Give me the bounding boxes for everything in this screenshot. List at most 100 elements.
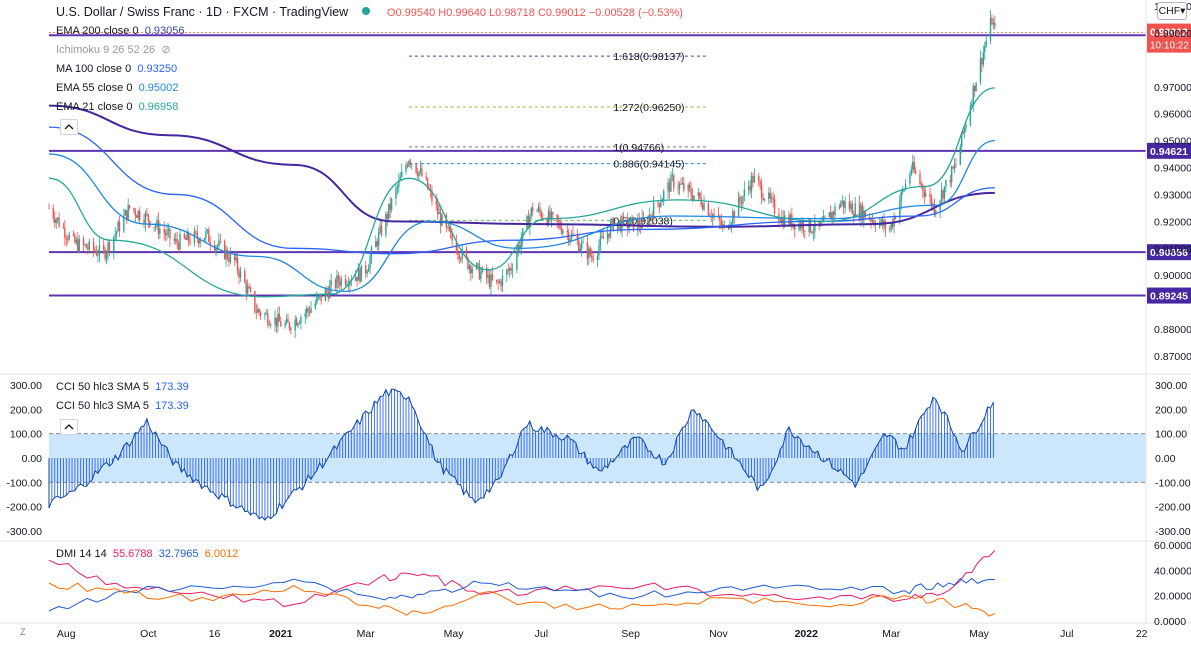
legend-ema55[interactable]: EMA 55 close 0 0.95002 [56,82,179,94]
legend-dmi[interactable]: DMI 14 14 55.6788 32.7965 6.0012 [56,548,239,560]
collapse-cci-legend-button[interactable] [60,419,78,435]
candle-body [781,216,783,223]
last-price-label: 0.99012 [1150,27,1188,39]
dmi-tick-label: 60.0000 [1154,540,1191,552]
candle-body [133,208,135,211]
candle-body [722,224,724,227]
candle-body [267,313,269,325]
candle-body [628,225,630,229]
candle-body [963,127,966,134]
candle-body [64,227,66,238]
dmi-series [48,550,996,617]
legend-ichimoku[interactable]: Ichimoku 9 26 52 26 ⊘ [56,44,171,56]
candle-body [136,215,138,218]
dmi-tick-label: 0.0000 [1154,616,1186,628]
candle-body [290,328,292,331]
candle-body [952,166,954,169]
candle-body [244,270,246,283]
candle-body [310,308,312,313]
candle-body [521,228,524,241]
price-tick-label: 0.91000 [1154,243,1191,255]
chart-title: U.S. Dollar / Swiss Franc · 1D · FXCM · … [56,5,349,19]
legend-ma100[interactable]: MA 100 close 0 0.93250 [56,63,178,75]
candle-body [236,257,239,271]
legend-cci-2[interactable]: CCI 50 hlc3 SMA 5 173.39 [56,400,189,412]
candle-body [185,237,187,240]
candle-body [500,281,502,287]
candle-body [794,223,796,230]
candle-body [842,200,845,208]
candle-body [930,197,933,207]
chevron-up-icon [64,424,74,430]
candle-body [763,198,766,200]
candle-body [812,231,815,234]
candle-body [334,280,337,288]
cci-tick-label-left: 300.00 [10,380,42,392]
candle-body [114,234,116,237]
candle-body [759,181,761,185]
candle-body [720,221,723,227]
candle-body [629,218,632,226]
legend-cci-1[interactable]: CCI 50 hlc3 SMA 5 173.39 [56,381,189,393]
candle-body [366,271,368,274]
candle-body [377,232,380,247]
candle-body [770,197,773,199]
candle-body [228,258,230,262]
candle-body [871,220,874,222]
cci-legend: CCI 50 hlc3 SMA 5 173.39 CCI 50 hlc3 SMA… [56,378,189,416]
candle-body [396,186,399,189]
currency-selector[interactable]: CHF▾ [1157,2,1187,20]
candle-body [82,238,85,245]
candle-body [399,176,401,180]
candle-body [828,212,830,217]
collapse-legend-button[interactable] [60,119,78,135]
candle-body [126,210,128,220]
candle-body [277,313,279,327]
timezone-button[interactable]: Z [20,627,26,637]
countdown-label: 10:10:22 [1150,41,1189,52]
candle-body [959,146,961,166]
candle-body [683,183,685,191]
candle-body [97,255,99,257]
ma-line-ema200 [48,104,995,228]
legend-ema21[interactable]: EMA 21 close 0 0.96958 [56,101,179,113]
candle-body [834,206,836,216]
candle-body [88,241,91,250]
level-price-tag [1147,244,1191,261]
cci-series [48,388,994,521]
candle-body [511,269,514,271]
candle-body [758,175,760,182]
candle-body [435,201,437,205]
candle-body [128,205,131,209]
candle-body [699,192,701,198]
candle-body [164,233,167,236]
moving-averages [48,87,995,298]
eye-off-icon[interactable]: ⊘ [161,44,171,56]
candle-body [449,231,452,233]
candle-body [925,193,927,197]
candle-body [642,217,645,221]
candle-body [556,214,558,222]
candle-body [421,168,423,177]
price-tick-label: 0.90000 [1154,270,1191,282]
candle-body [337,275,340,283]
candle-body [72,233,75,236]
candle-body [549,210,551,220]
level-price-tag [1147,142,1191,159]
candle-body [870,218,872,222]
candle-body [539,207,541,212]
candle-body [652,202,655,220]
candle-body [487,274,489,278]
candle-body [270,324,272,326]
candle-body [147,214,150,221]
candle-body [536,210,538,212]
candle-body [929,193,931,198]
candle-body [844,201,846,208]
candle-body [851,204,854,215]
legend-ema200[interactable]: EMA 200 close 0 0.93056 [56,25,185,37]
candle-body [591,255,593,258]
cci-tick-label-left: -200.00 [6,502,42,514]
candle-body [902,189,904,192]
time-tick-label: Mar [357,628,376,640]
